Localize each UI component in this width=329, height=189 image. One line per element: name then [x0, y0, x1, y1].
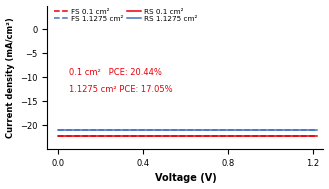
Legend: FS 0.1 cm², FS 1.1275 cm², RS 0.1 cm², RS 1.1275 cm²: FS 0.1 cm², FS 1.1275 cm², RS 0.1 cm², R…	[54, 8, 198, 23]
Text: 0.1 cm²   PCE: 20.44%: 0.1 cm² PCE: 20.44%	[68, 68, 162, 77]
X-axis label: Voltage (V): Voltage (V)	[155, 174, 216, 184]
Text: 1.1275 cm² PCE: 17.05%: 1.1275 cm² PCE: 17.05%	[68, 85, 172, 94]
Y-axis label: Current density (mA/cm²): Current density (mA/cm²)	[6, 17, 14, 138]
